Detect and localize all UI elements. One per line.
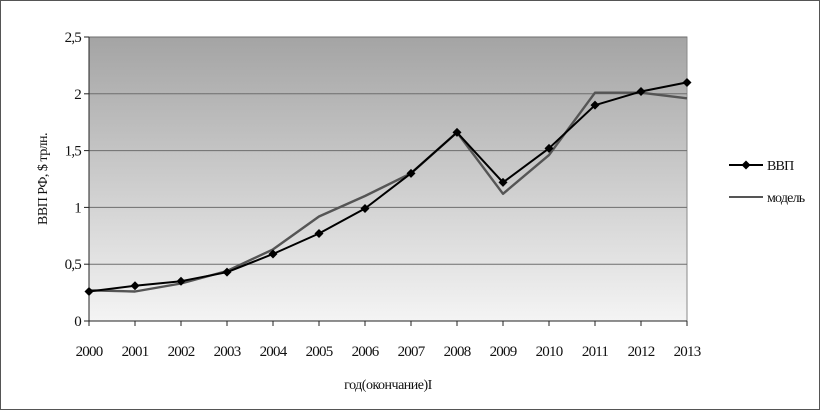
x-tick-label: 2000 <box>76 344 103 360</box>
data-point-gdp <box>176 276 186 286</box>
series-line-model <box>88 91 688 293</box>
y-axis-title: ВВП РФ, $ трлн. <box>36 133 51 225</box>
data-point-gdp <box>590 100 600 110</box>
data-point-gdp <box>222 267 232 277</box>
x-tick-label: 2007 <box>398 344 426 360</box>
x-tick-label: 2009 <box>490 344 517 360</box>
y-tick-label: 1,5 <box>65 144 82 160</box>
x-tick-label: 2002 <box>168 344 195 360</box>
x-tick-label: 2004 <box>260 344 288 360</box>
x-tick-label: 2010 <box>536 344 563 360</box>
data-point-gdp <box>360 204 370 214</box>
x-tick-label: 2013 <box>674 344 701 360</box>
data-point-gdp <box>84 286 94 296</box>
y-tick-label: 2,5 <box>65 30 82 46</box>
y-tick-label: 0,5 <box>65 257 82 273</box>
x-axis-title: год(окончание)I <box>344 378 432 393</box>
legend-label-model: модель <box>767 191 805 206</box>
x-tick-label: 2011 <box>582 344 609 360</box>
y-tick-label: 1 <box>74 200 81 216</box>
y-tick-label: 0 <box>74 314 81 330</box>
data-point-gdp <box>406 168 416 178</box>
legend-marker-gdp <box>741 160 751 170</box>
x-tick-label: 2001 <box>122 344 149 360</box>
x-tick-label: 2003 <box>214 344 241 360</box>
data-point-gdp <box>682 77 692 87</box>
data-point-gdp <box>314 229 324 239</box>
x-tick-label: 2006 <box>352 344 380 360</box>
plot-area <box>88 36 688 322</box>
x-tick-label: 2008 <box>444 344 471 360</box>
data-point-gdp <box>130 281 140 291</box>
data-point-gdp <box>636 87 646 97</box>
data-point-gdp <box>544 143 554 153</box>
x-tick-label: 2005 <box>306 344 333 360</box>
y-tick-label: 2 <box>74 87 81 103</box>
data-point-gdp <box>452 127 462 137</box>
x-tick-label: 2012 <box>628 344 655 360</box>
legend-box <box>727 151 817 209</box>
legend-label-gdp: ВВП <box>767 159 794 174</box>
legend: ВВП модель <box>727 151 817 209</box>
series-line-gdp <box>88 81 688 293</box>
data-point-gdp <box>268 249 278 259</box>
data-point-gdp <box>498 177 508 187</box>
